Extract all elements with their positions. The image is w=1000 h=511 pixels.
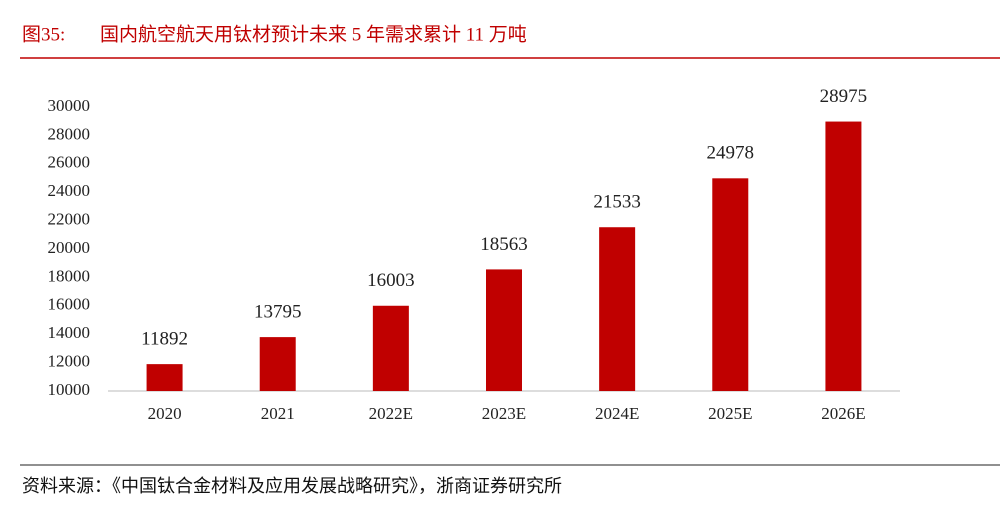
- bar: [825, 121, 862, 392]
- bar: [712, 178, 749, 391]
- y-tick-label: 14000: [48, 323, 91, 342]
- y-tick-label: 20000: [48, 238, 91, 257]
- y-tick-label: 16000: [48, 295, 91, 314]
- chart-title: 国内航空航天用钛材预计未来 5 年需求累计 11 万吨: [100, 23, 527, 45]
- x-tick-label: 2026E: [821, 404, 865, 423]
- x-tick-label: 2024E: [595, 404, 639, 423]
- figure-label: 图35:: [22, 24, 65, 45]
- y-tick-label: 18000: [48, 266, 91, 285]
- y-tick-label: 12000: [48, 352, 91, 371]
- bar: [372, 305, 409, 391]
- bar: [259, 337, 296, 391]
- x-tick-label: 2021: [261, 404, 295, 423]
- y-tick-label: 22000: [48, 210, 91, 229]
- y-tick-label: 24000: [48, 181, 91, 200]
- bar: [486, 269, 522, 391]
- value-label: 21533: [593, 192, 641, 213]
- x-tick-label: 2022E: [369, 404, 413, 423]
- bar: [146, 364, 183, 391]
- value-label: 11892: [141, 328, 188, 349]
- x-tick-label: 2023E: [482, 404, 526, 423]
- bar: [599, 227, 636, 391]
- y-tick-label: 30000: [48, 96, 91, 115]
- x-tick-label: 2020: [148, 404, 182, 423]
- y-tick-label: 28000: [48, 124, 91, 143]
- y-tick-label: 26000: [48, 153, 91, 172]
- value-label: 13795: [254, 301, 302, 322]
- value-label: 24978: [707, 143, 755, 164]
- value-label: 16003: [367, 270, 415, 291]
- x-tick-label: 2025E: [708, 404, 752, 423]
- value-label: 18563: [480, 234, 528, 255]
- y-tick-label: 10000: [48, 380, 91, 399]
- source-note: 资料来源：《中国钛合金材料及应用发展战略研究》，浙商证券研究所: [22, 476, 562, 496]
- value-label: 28975: [820, 86, 868, 107]
